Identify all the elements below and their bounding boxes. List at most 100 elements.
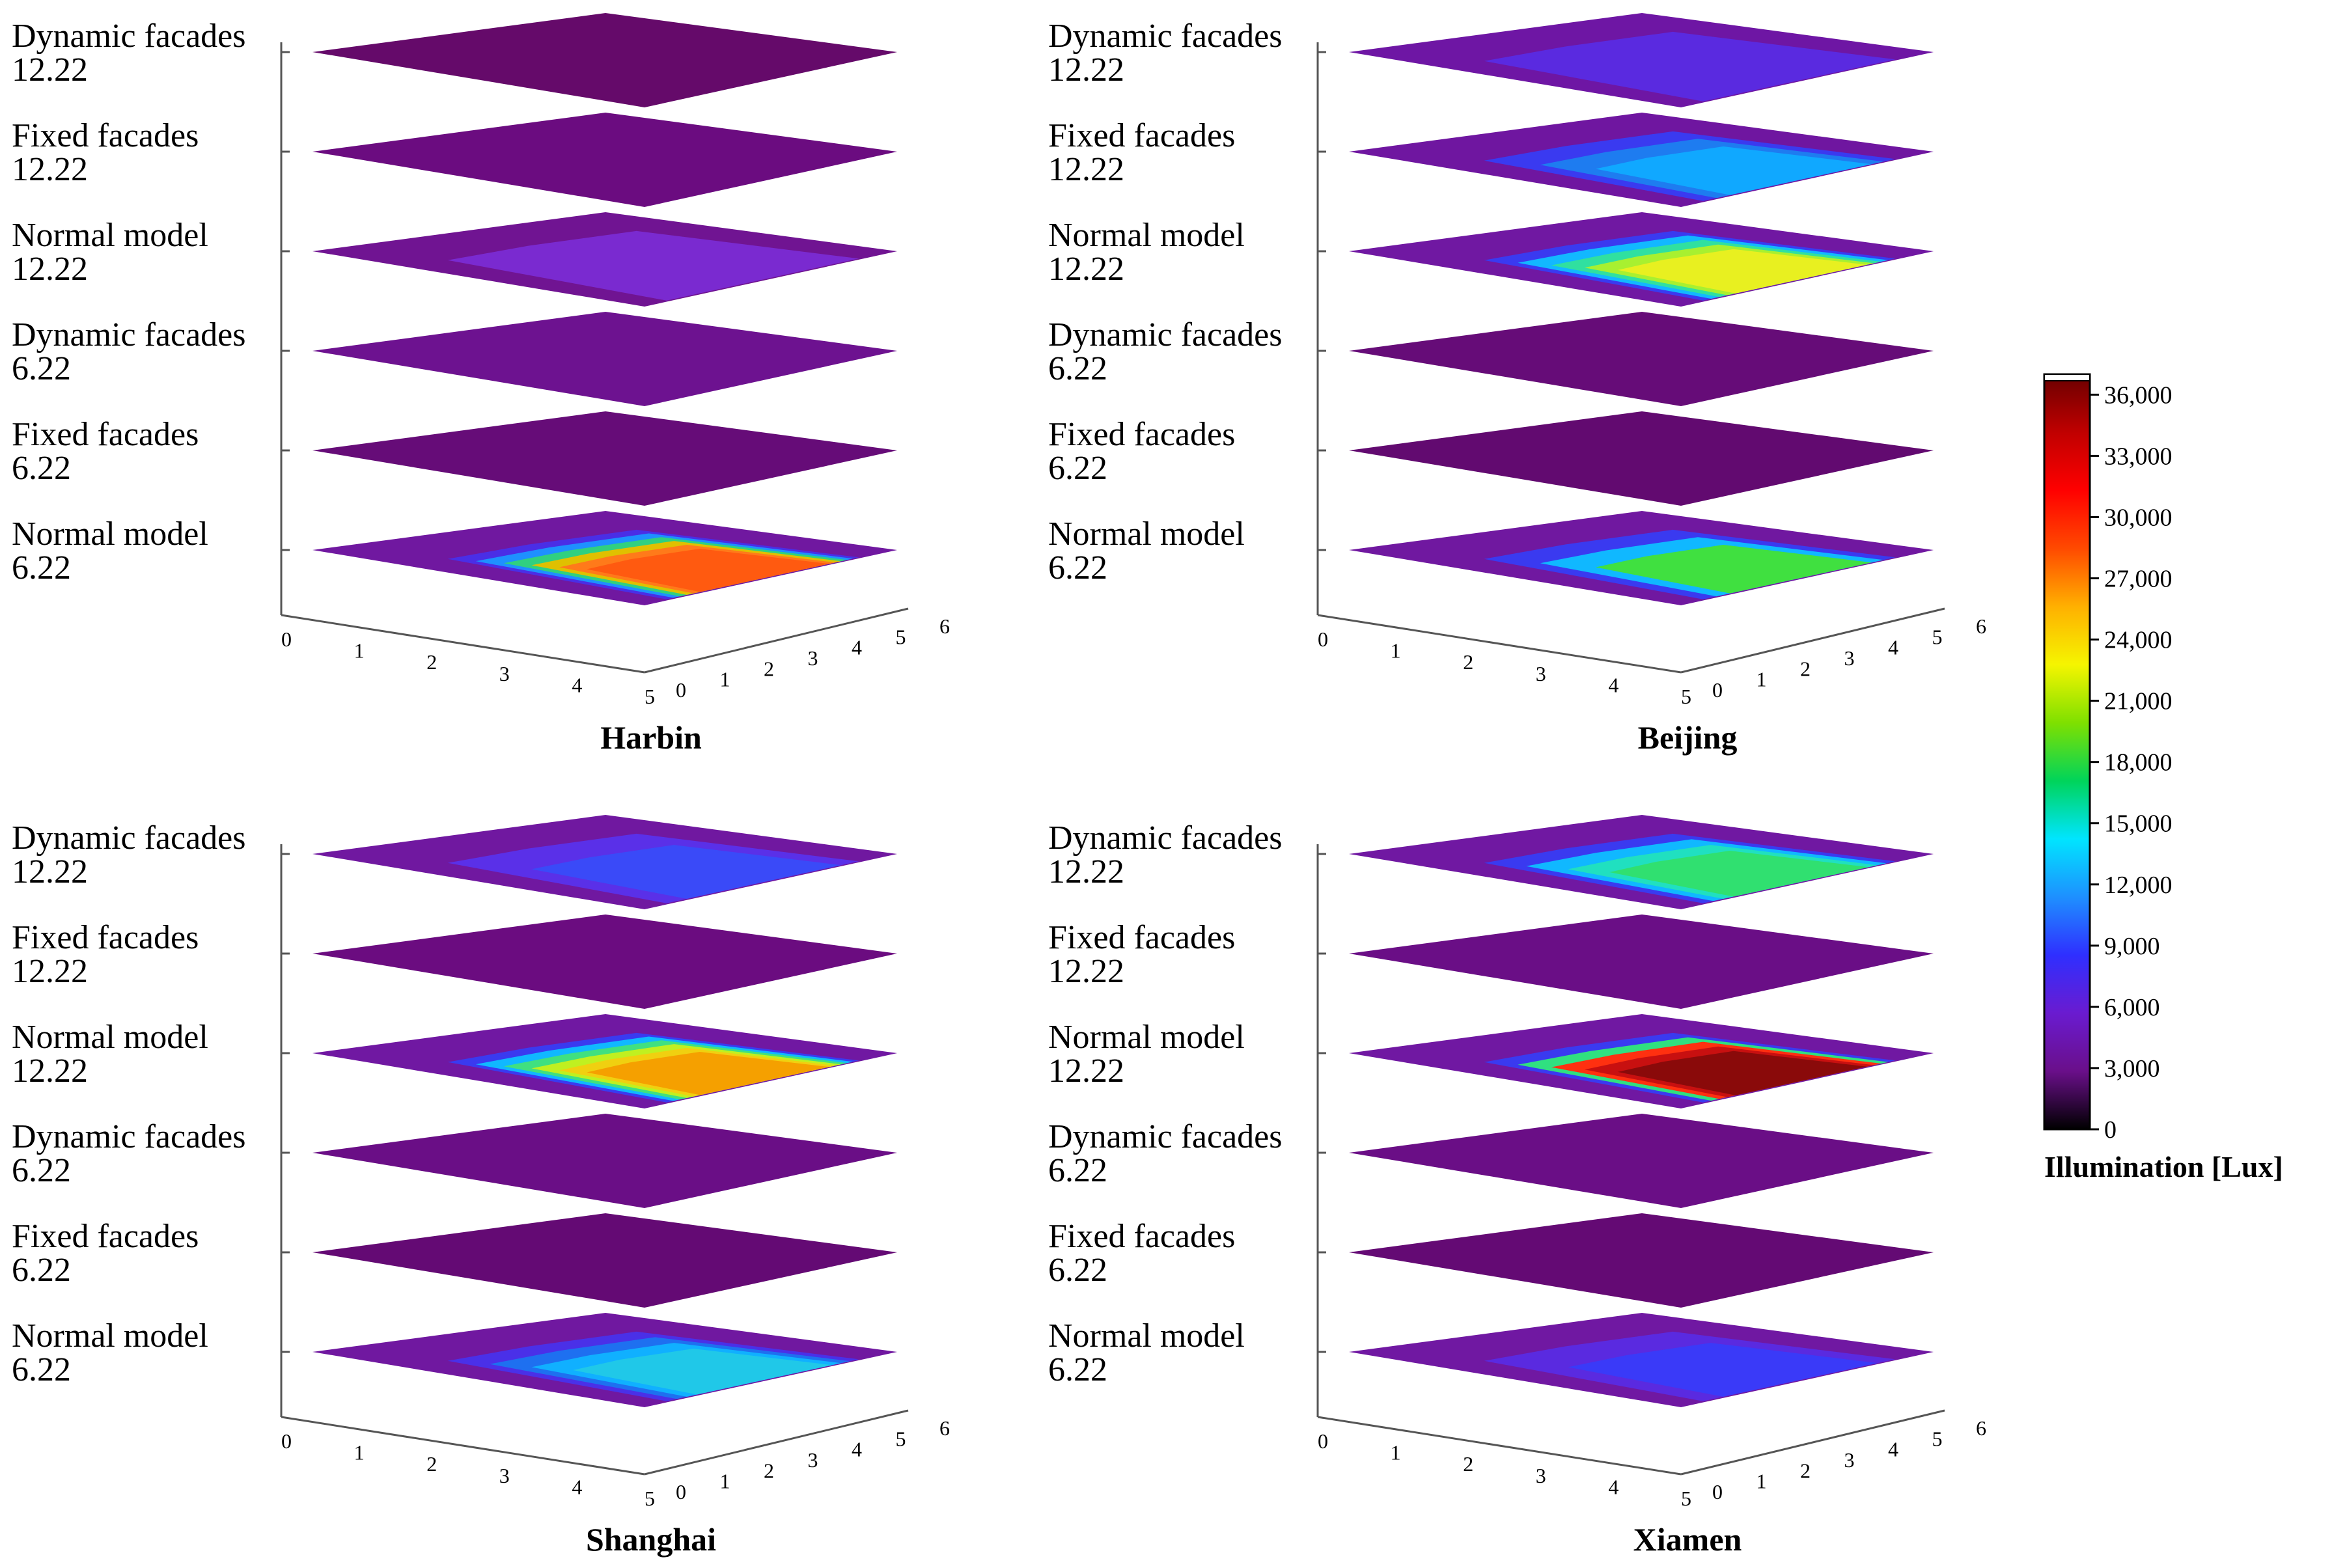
layer-label-name: Normal model <box>12 1019 208 1056</box>
layer-label-name: Dynamic facades <box>12 1118 245 1155</box>
y-axis-line <box>644 607 909 674</box>
y-tick-label: 5 <box>1932 625 1943 648</box>
layer-label-name: Dynamic facades <box>1048 1118 1282 1155</box>
y-tick-label: 3 <box>808 646 818 670</box>
plane-surface <box>1349 1213 1934 1308</box>
y-tick-label: 2 <box>1800 657 1811 680</box>
layer-label-name: Dynamic facades <box>12 18 245 55</box>
layer-label-date: 6.22 <box>12 1152 71 1189</box>
y-tick-label: 5 <box>1932 1427 1943 1450</box>
y-tick-label: 3 <box>808 1448 818 1472</box>
layer-label-name: Dynamic facades <box>1048 819 1282 857</box>
colorbar-tick-label: 6,000 <box>2104 994 2160 1021</box>
layer-label-date: 6.22 <box>12 350 71 387</box>
colorbar-cap <box>2044 374 2090 381</box>
x-tick-label: 4 <box>1608 673 1618 696</box>
x-tick-label: 3 <box>1536 1464 1546 1487</box>
panel-title: Shanghai <box>586 1521 716 1558</box>
y-tick-label: 5 <box>896 625 906 648</box>
plane-surface <box>1349 915 1934 1009</box>
layer-label-date: 6.22 <box>1048 1252 1107 1289</box>
colorbar-tick-label: 27,000 <box>2104 566 2173 593</box>
x-tick-label: 3 <box>499 662 510 685</box>
layer-label-date: 12.22 <box>12 1052 88 1090</box>
y-tick-label: 1 <box>720 1470 730 1493</box>
layer-label-name: Normal model <box>12 217 208 254</box>
layer-label-date: 6.22 <box>1048 549 1107 586</box>
layer-label-name: Fixed facades <box>12 1218 199 1255</box>
layer-label-name: Normal model <box>12 516 208 553</box>
layer-label-name: Fixed facades <box>12 117 199 154</box>
layer-label-date: 6.22 <box>1048 450 1107 487</box>
x-tick-label: 1 <box>1391 639 1401 663</box>
y-tick-label: 4 <box>1888 1438 1898 1461</box>
colorbar-tick-label: 3,000 <box>2104 1055 2160 1082</box>
layer-label-date: 12.22 <box>12 953 88 990</box>
x-tick-label: 4 <box>572 673 582 696</box>
illumination-contour <box>1617 1051 1867 1095</box>
panel-title: Beijing <box>1638 719 1738 756</box>
x-tick-label: 3 <box>1536 662 1546 685</box>
colorbar-tick-label: 30,000 <box>2104 504 2173 531</box>
layer-label-date: 6.22 <box>1048 1152 1107 1189</box>
layer-label-date: 12.22 <box>1048 853 1124 890</box>
panel-title: Xiamen <box>1633 1521 1742 1558</box>
x-tick-label: 2 <box>1463 1452 1473 1476</box>
plane-surface <box>312 1213 897 1308</box>
layer-label-name: Fixed facades <box>1048 117 1235 154</box>
illumination-contour <box>1596 545 1872 594</box>
y-tick-label: 3 <box>1844 1448 1855 1472</box>
plane-surface <box>312 113 897 207</box>
x-tick-label: 0 <box>281 627 292 651</box>
layer-label-date: 6.22 <box>12 549 71 586</box>
layer-label-date: 12.22 <box>12 51 88 89</box>
y-tick-label: 4 <box>852 1438 862 1461</box>
colorbar-tick-label: 9,000 <box>2104 933 2160 960</box>
y-tick-label: 0 <box>676 678 686 702</box>
layer-label-name: Fixed facades <box>1048 919 1235 956</box>
illumination-contour <box>587 1052 829 1095</box>
colorbar-tick-label: 15,000 <box>2104 810 2173 838</box>
x-axis-line <box>1317 1416 1682 1476</box>
layer-label-name: Fixed facades <box>12 416 199 453</box>
colorbar-tick-label: 18,000 <box>2104 749 2173 777</box>
layer-label-name: Dynamic facades <box>1048 18 1282 55</box>
layer-label-date: 12.22 <box>1048 51 1124 89</box>
panel-title: Harbin <box>600 719 702 756</box>
colorbar-tick-label: 21,000 <box>2104 688 2173 715</box>
illumination-contour <box>573 1349 833 1395</box>
plane-surface <box>312 312 897 406</box>
x-tick-label: 0 <box>281 1429 292 1453</box>
layer-label-name: Normal model <box>1048 516 1245 553</box>
x-tick-label: 2 <box>426 650 437 674</box>
y-tick-label: 5 <box>896 1427 906 1450</box>
plane-surface <box>1349 312 1934 406</box>
layer-label-name: Fixed facades <box>12 919 199 956</box>
x-axis-line <box>281 1416 645 1476</box>
y-tick-label: 6 <box>939 614 950 638</box>
x-axis-line <box>281 614 645 674</box>
layer-label-date: 12.22 <box>12 251 88 288</box>
y-tick-label: 1 <box>720 668 730 691</box>
colorbar-tick-label: 12,000 <box>2104 872 2173 899</box>
y-tick-label: 6 <box>1976 1416 1986 1440</box>
